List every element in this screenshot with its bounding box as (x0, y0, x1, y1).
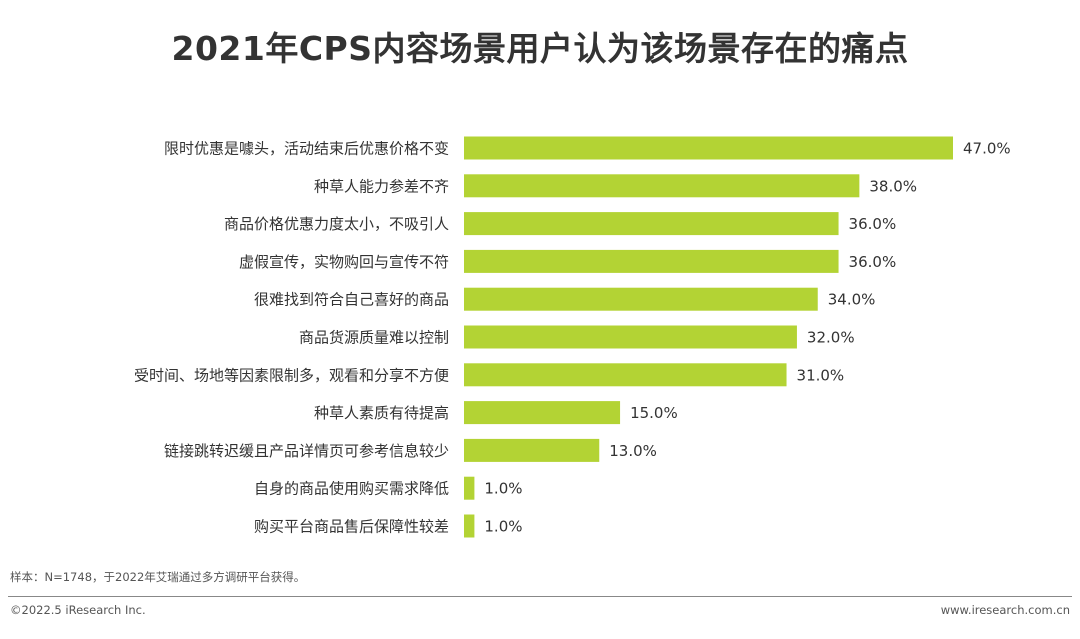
value-label: 34.0% (828, 291, 876, 309)
bar (464, 212, 839, 236)
bar (464, 287, 818, 311)
value-label: 1.0% (484, 518, 522, 536)
bar (464, 476, 475, 500)
category-label: 限时优惠是噱头，活动结束后优惠价格不变 (164, 140, 449, 158)
bar (464, 174, 860, 198)
category-label: 购买平台商品售后保障性较差 (254, 518, 449, 536)
category-label: 受时间、场地等因素限制多，观看和分享不方便 (134, 366, 449, 384)
category-label: 虚假宣传，实物购回与宣传不符 (239, 253, 449, 271)
website-text: www.iresearch.com.cn (940, 603, 1070, 617)
bar (464, 438, 600, 462)
sample-note: 样本：N=1748，于2022年艾瑞通过多方调研平台获得。 (10, 570, 306, 584)
value-label: 1.0% (484, 480, 522, 498)
category-label: 商品货源质量难以控制 (299, 329, 449, 347)
bar (464, 249, 839, 273)
copyright-text: ©2022.5 iResearch Inc. (10, 603, 146, 617)
bar-chart: 限时优惠是噱头，活动结束后优惠价格不变 47.0% 种草人能力参差不齐 38.0% 商品… (134, 136, 1011, 538)
bar (464, 136, 953, 160)
category-label: 链接跳转迟缓且产品详情页可参考信息较少 (164, 442, 449, 460)
footer-divider (8, 596, 1072, 597)
bar (464, 514, 475, 538)
value-label: 36.0% (849, 253, 897, 271)
value-label: 32.0% (807, 329, 855, 347)
category-label: 很难找到符合自己喜好的商品 (254, 291, 449, 309)
value-label: 31.0% (797, 366, 845, 384)
chart-title: 2021年CPS内容场景用户认为该场景存在的痛点 (171, 29, 909, 68)
value-label: 13.0% (609, 442, 657, 460)
category-label: 商品价格优惠力度太小，不吸引人 (224, 215, 449, 233)
bar (464, 325, 797, 349)
value-label: 36.0% (849, 215, 897, 233)
value-label: 38.0% (869, 177, 917, 195)
category-label: 种草人能力参差不齐 (314, 177, 449, 195)
bar (464, 363, 787, 387)
value-label: 47.0% (963, 140, 1011, 158)
bar (464, 401, 621, 425)
value-label: 15.0% (630, 404, 678, 422)
category-label: 自身的商品使用购买需求降低 (254, 480, 449, 498)
category-label: 种草人素质有待提高 (314, 404, 449, 422)
